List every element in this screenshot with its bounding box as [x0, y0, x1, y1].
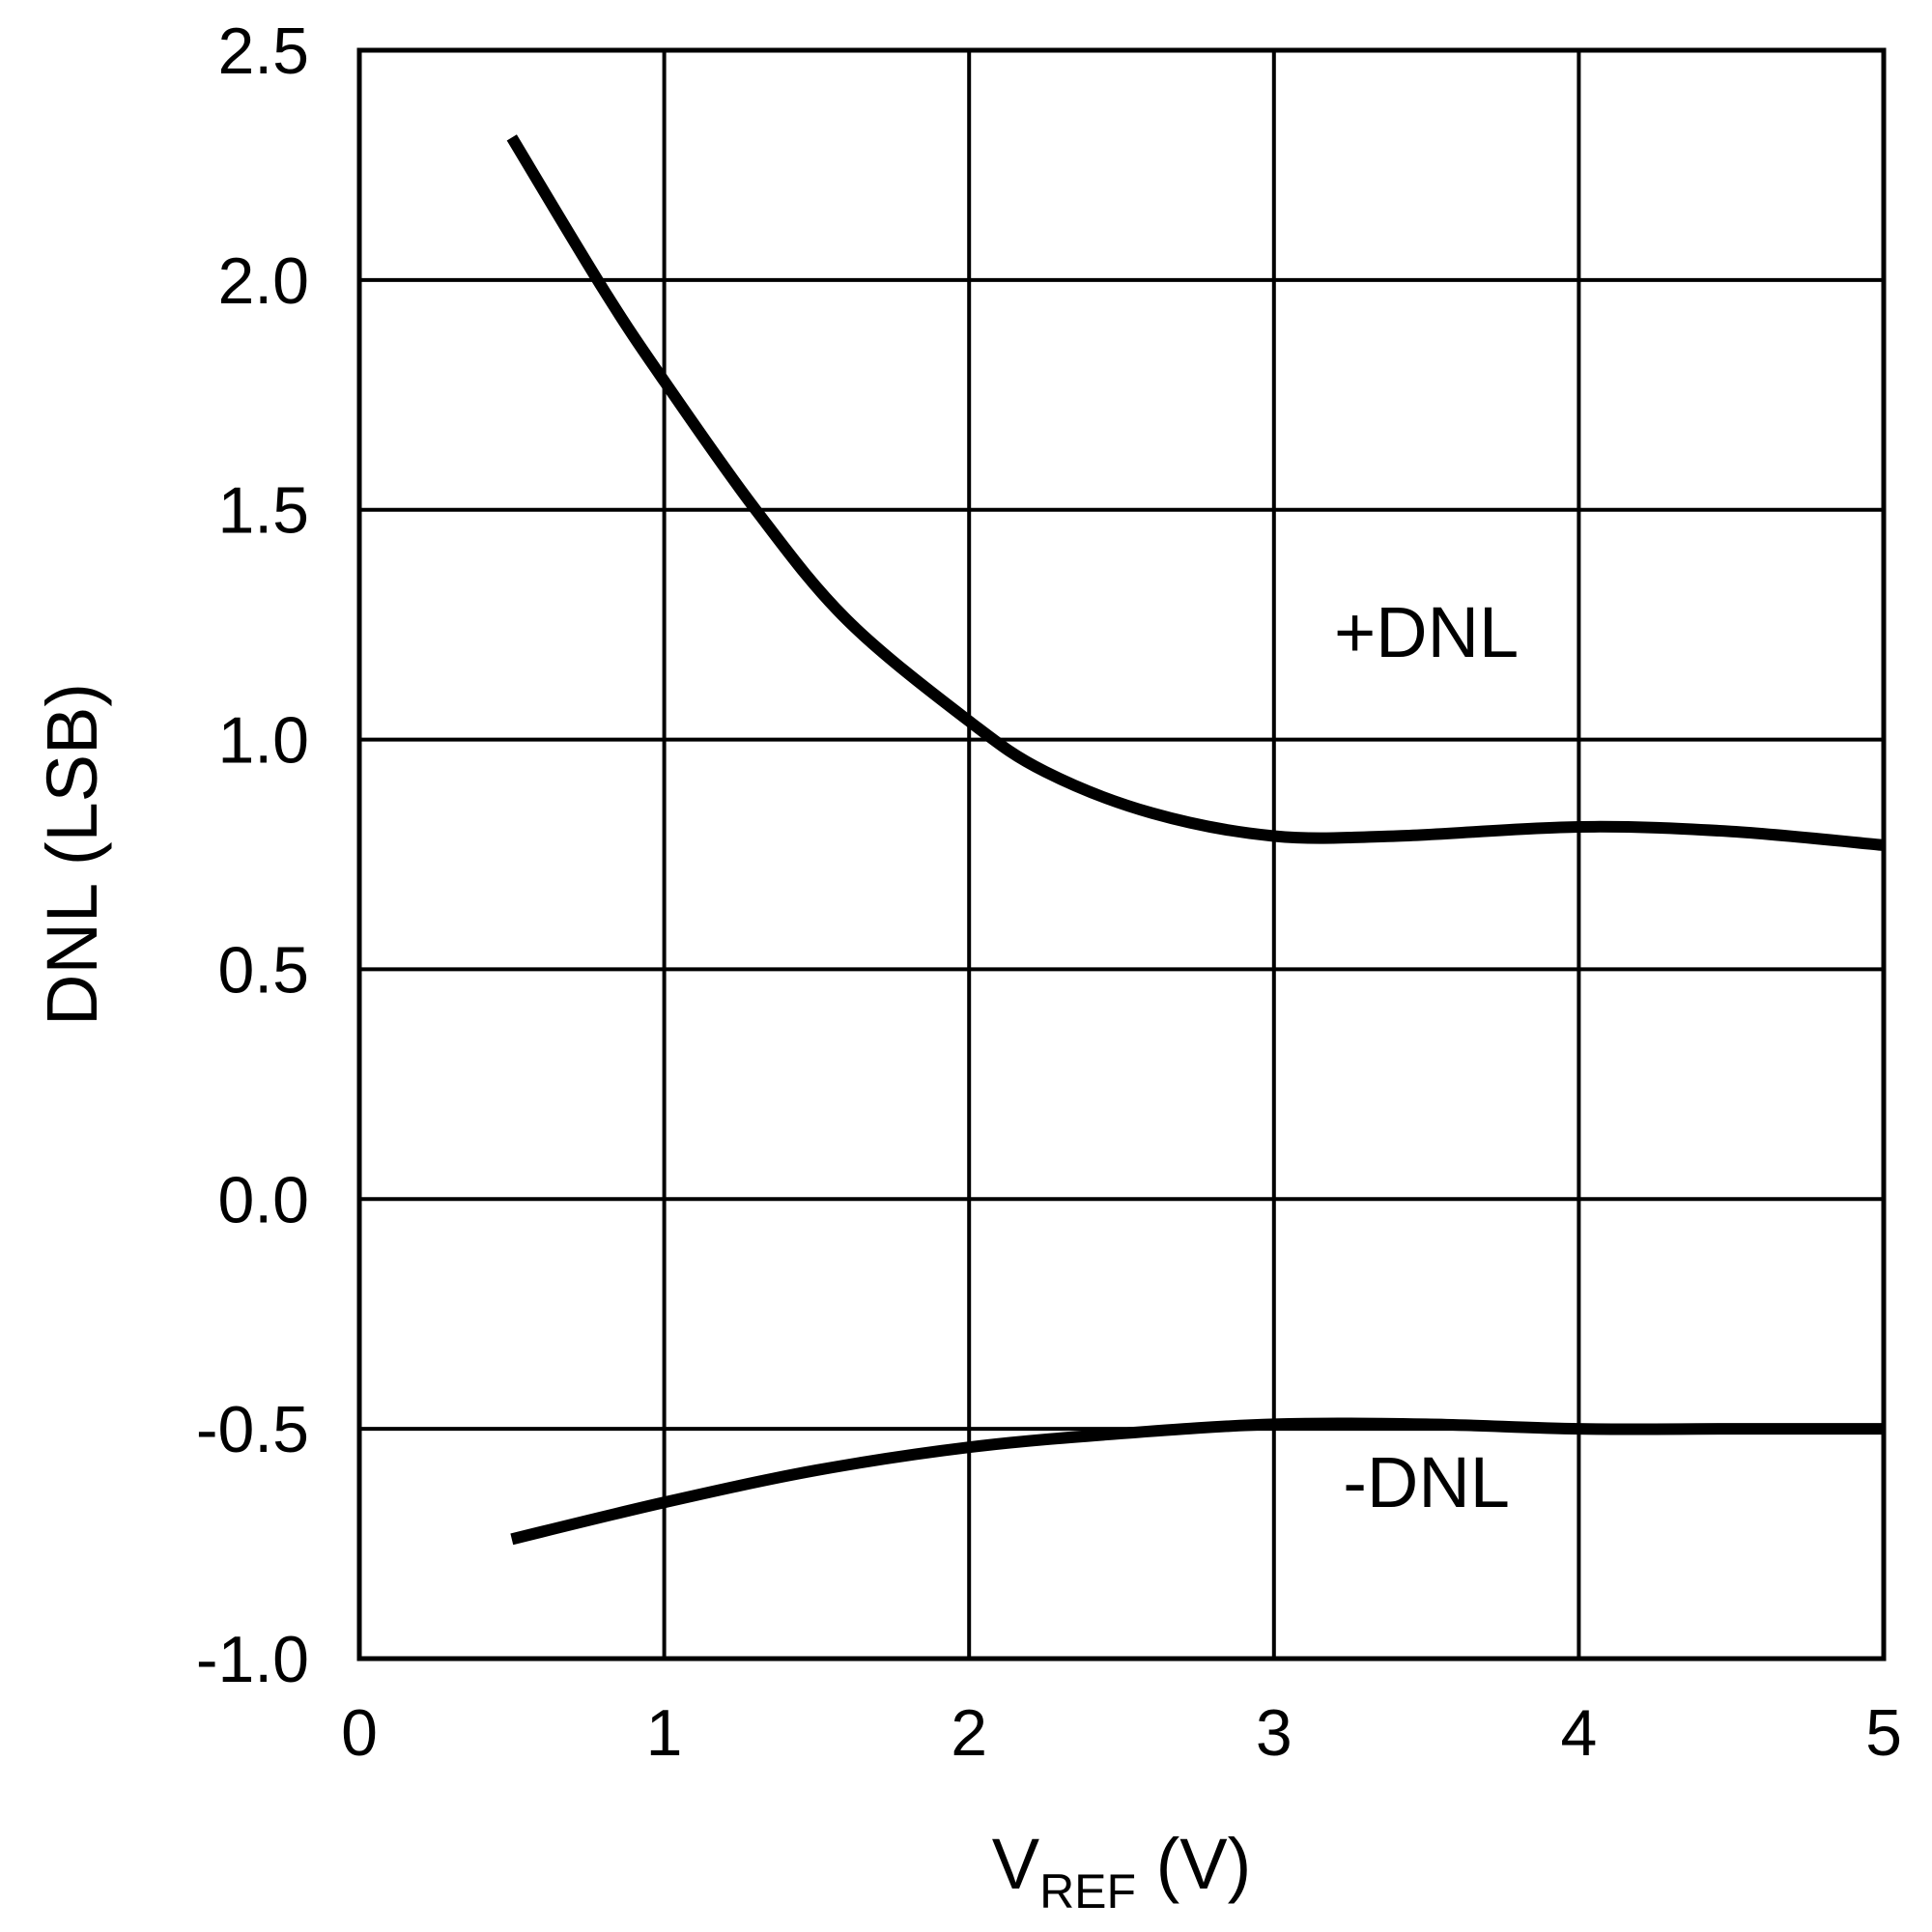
series-line-plus-dnl: [506, 134, 1885, 851]
y-axis-label: DNL (LSB): [32, 683, 112, 1026]
y-tick-label: 0.0: [217, 1163, 309, 1236]
x-tick-labels: 0 1 2 3 4 5: [341, 1696, 1902, 1770]
series-labels: +DNL -DNL: [1334, 592, 1519, 1522]
x-axis-label-unit: (V): [1136, 1824, 1251, 1904]
y-tick-label: 2.5: [217, 14, 309, 88]
plot-frame: [356, 47, 1887, 1662]
y-tick-label: 1.5: [217, 474, 309, 548]
y-tick-labels: -1.0 -0.5 0.0 0.5 1.0 1.5 2.0 2.5: [196, 14, 309, 1696]
y-tick-label: -1.0: [196, 1623, 309, 1696]
y-tick-label: -0.5: [196, 1393, 309, 1466]
series-group: [506, 134, 1885, 1546]
series-label: -DNL: [1343, 1442, 1510, 1522]
series-label: +DNL: [1334, 592, 1519, 672]
x-tick-label: 4: [1560, 1696, 1597, 1770]
x-axis-label: VREF (V): [992, 1824, 1252, 1918]
x-tick-label: 3: [1256, 1696, 1293, 1770]
y-tick-label: 1.0: [217, 704, 309, 778]
grid: [357, 48, 1886, 1661]
x-axis-label-main: V: [992, 1824, 1040, 1904]
x-tick-label: 2: [951, 1696, 987, 1770]
x-tick-label: 1: [646, 1696, 683, 1770]
y-tick-label: 2.0: [217, 244, 309, 318]
y-tick-label: 0.5: [217, 933, 309, 1007]
series-line-minus-dnl: [510, 1417, 1884, 1546]
x-tick-label: 0: [341, 1696, 378, 1770]
x-axis-label-subscript: REF: [1039, 1864, 1136, 1918]
x-tick-label: 5: [1865, 1696, 1902, 1770]
